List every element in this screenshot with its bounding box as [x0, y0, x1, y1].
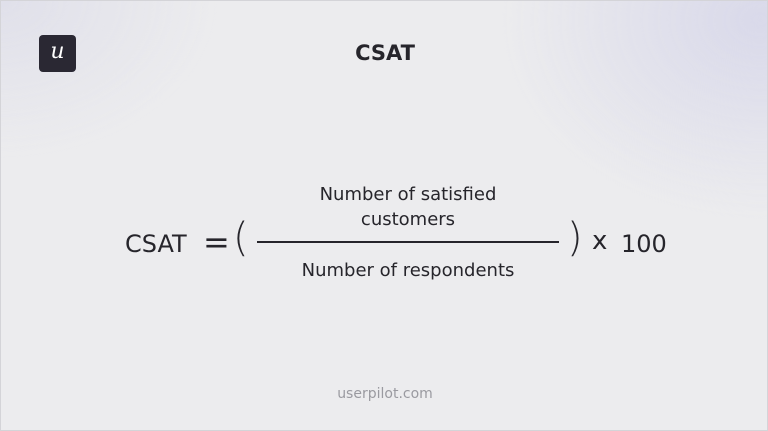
userpilot-logo: u: [39, 35, 76, 72]
footer-url: userpilot.com: [337, 386, 433, 402]
close-paren: ): [567, 215, 583, 261]
equals-sign: =: [203, 223, 230, 261]
fraction-bar: [257, 241, 559, 243]
logo-letter: u: [50, 39, 65, 64]
multiply-sign: x: [592, 226, 608, 256]
factor: 100: [621, 230, 667, 258]
page-title: CSAT: [355, 41, 415, 65]
numerator: Number of satisfied customers: [319, 184, 497, 230]
denominator: Number of respondents: [301, 260, 515, 281]
open-paren: (: [233, 215, 249, 261]
formula-lhs: CSAT: [125, 230, 187, 258]
